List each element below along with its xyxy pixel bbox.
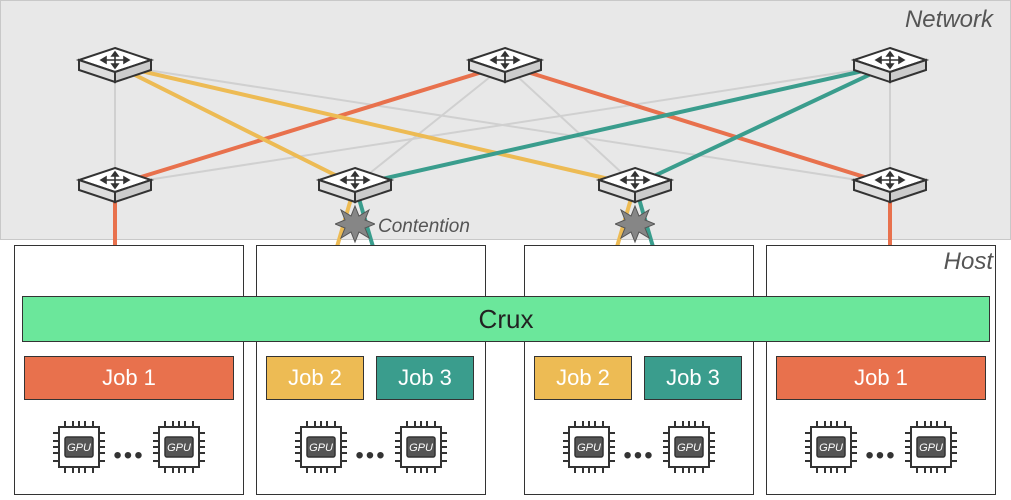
network-region (0, 0, 1011, 240)
gpu-icon (561, 419, 617, 475)
job3-badge: Job 3 (376, 356, 474, 400)
gpu-row: ••• (14, 410, 244, 484)
gpu-icon (803, 419, 859, 475)
ellipsis-icon: ••• (865, 442, 896, 470)
job3-badge: Job 3 (644, 356, 742, 400)
job1-badge: Job 1 (776, 356, 986, 400)
crux-bar: Crux (22, 296, 990, 342)
job2-badge: Job 2 (534, 356, 632, 400)
contention-burst-icon (615, 204, 655, 244)
ellipsis-icon: ••• (355, 442, 386, 470)
gpu-icon (393, 419, 449, 475)
crux-label: Crux (479, 304, 534, 335)
ellipsis-icon: ••• (623, 442, 654, 470)
gpu-row: ••• (256, 410, 486, 484)
gpu-row: ••• (524, 410, 754, 484)
job2-badge: Job 2 (266, 356, 364, 400)
host-label: Host (944, 248, 993, 276)
gpu-icon (661, 419, 717, 475)
gpu-icon (51, 419, 107, 475)
job1-badge: Job 1 (24, 356, 234, 400)
gpu-icon (903, 419, 959, 475)
gpu-row: ••• (766, 410, 996, 484)
gpu-icon (293, 419, 349, 475)
ellipsis-icon: ••• (113, 442, 144, 470)
contention-label: Contention (378, 216, 470, 238)
contention-burst-icon (335, 204, 375, 244)
network-label: Network (905, 6, 993, 34)
gpu-icon (151, 419, 207, 475)
